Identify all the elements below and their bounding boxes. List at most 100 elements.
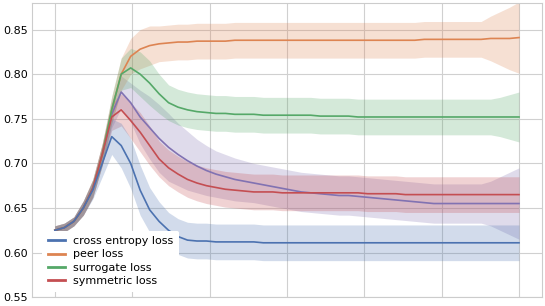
symmetric loss: [241, 189, 247, 193]
surrogate loss: [89, 187, 96, 190]
cross entropy loss: [70, 219, 77, 223]
peer loss: [251, 39, 257, 42]
symmetric loss: [118, 108, 124, 112]
peer loss: [421, 38, 428, 41]
Line: cross entropy loss: cross entropy loss: [55, 136, 519, 243]
surrogate loss: [184, 108, 191, 112]
surrogate loss: [52, 229, 58, 232]
symmetric loss: [317, 191, 323, 195]
symmetric loss: [193, 181, 200, 185]
symmetric loss: [411, 193, 418, 196]
surrogate loss: [213, 112, 219, 115]
Line: symmetric loss: symmetric loss: [55, 110, 519, 230]
cross entropy loss: [440, 241, 446, 244]
peer loss: [307, 39, 314, 42]
surrogate loss: [450, 115, 456, 119]
symmetric loss: [213, 186, 219, 189]
cross entropy loss: [213, 240, 219, 244]
cross entropy loss: [128, 162, 134, 165]
peer loss: [516, 36, 522, 39]
peer loss: [392, 39, 399, 42]
cross entropy loss: [497, 241, 504, 244]
surrogate loss: [232, 113, 238, 116]
cross entropy loss: [193, 239, 200, 243]
cross entropy loss: [288, 241, 295, 244]
surrogate loss: [61, 226, 68, 230]
surrogate loss: [421, 115, 428, 119]
symmetric loss: [128, 119, 134, 122]
surrogate loss: [307, 113, 314, 117]
cross entropy loss: [336, 241, 342, 244]
cross entropy loss: [364, 241, 371, 244]
symmetric loss: [421, 193, 428, 196]
symmetric loss: [108, 115, 115, 119]
symmetric loss: [392, 192, 399, 196]
surrogate loss: [279, 113, 286, 117]
surrogate loss: [108, 108, 115, 112]
symmetric loss: [251, 190, 257, 194]
surrogate loss: [298, 113, 305, 117]
surrogate loss: [288, 113, 295, 117]
symmetric loss: [402, 193, 409, 196]
surrogate loss: [516, 115, 522, 119]
cross entropy loss: [431, 241, 437, 244]
peer loss: [241, 39, 247, 42]
surrogate loss: [222, 112, 229, 115]
Line: peer loss: peer loss: [55, 38, 519, 230]
cross entropy loss: [108, 135, 115, 138]
peer loss: [137, 47, 143, 51]
peer loss: [213, 39, 219, 43]
cross entropy loss: [203, 239, 210, 243]
surrogate loss: [374, 115, 380, 119]
symmetric loss: [497, 193, 504, 196]
cross entropy loss: [251, 240, 257, 244]
cross entropy loss: [269, 241, 276, 244]
cross entropy loss: [478, 241, 485, 244]
peer loss: [147, 44, 153, 47]
surrogate loss: [383, 115, 390, 119]
surrogate loss: [364, 115, 371, 119]
surrogate loss: [478, 115, 485, 119]
symmetric loss: [147, 144, 153, 147]
peer loss: [269, 39, 276, 42]
surrogate loss: [506, 115, 513, 119]
symmetric loss: [364, 192, 371, 196]
peer loss: [203, 39, 210, 43]
cross entropy loss: [118, 144, 124, 147]
peer loss: [355, 39, 361, 42]
symmetric loss: [383, 192, 390, 196]
cross entropy loss: [241, 240, 247, 244]
symmetric loss: [336, 191, 342, 195]
cross entropy loss: [392, 241, 399, 244]
symmetric loss: [165, 166, 172, 170]
symmetric loss: [431, 193, 437, 196]
peer loss: [279, 39, 286, 42]
surrogate loss: [431, 115, 437, 119]
surrogate loss: [487, 115, 494, 119]
peer loss: [497, 37, 504, 40]
symmetric loss: [89, 187, 96, 190]
peer loss: [326, 39, 333, 42]
peer loss: [478, 38, 485, 41]
surrogate loss: [165, 101, 172, 105]
surrogate loss: [459, 115, 465, 119]
symmetric loss: [355, 191, 361, 195]
surrogate loss: [411, 115, 418, 119]
symmetric loss: [374, 192, 380, 196]
Legend: cross entropy loss, peer loss, surrogate loss, symmetric loss: cross entropy loss, peer loss, surrogate…: [43, 230, 179, 292]
symmetric loss: [487, 193, 494, 196]
cross entropy loss: [260, 241, 267, 244]
cross entropy loss: [175, 235, 181, 238]
cross entropy loss: [137, 188, 143, 192]
peer loss: [175, 40, 181, 44]
peer loss: [298, 39, 305, 42]
peer loss: [108, 108, 115, 112]
surrogate loss: [355, 115, 361, 119]
peer loss: [487, 37, 494, 40]
cross entropy loss: [459, 241, 465, 244]
peer loss: [80, 206, 87, 210]
peer loss: [232, 39, 238, 42]
surrogate loss: [392, 115, 399, 119]
peer loss: [374, 39, 380, 42]
symmetric loss: [232, 188, 238, 192]
